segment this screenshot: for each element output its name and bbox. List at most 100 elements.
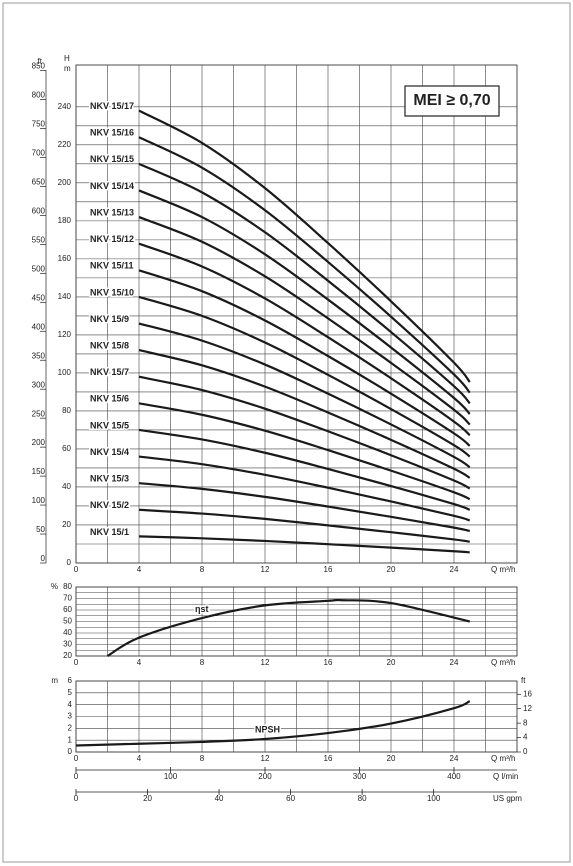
curve (138, 189, 471, 415)
curve (138, 322, 471, 469)
curve (138, 535, 470, 554)
x-tick-label: 20 (387, 565, 396, 574)
curve (138, 295, 471, 458)
y2-tick-label: 400 (32, 322, 46, 331)
y-tick-label: 70 (63, 594, 72, 603)
curve (138, 375, 471, 490)
y2-tick-label: 600 (32, 207, 46, 216)
x-tick-label: 8 (200, 658, 205, 667)
curve (75, 700, 471, 747)
curve (138, 455, 471, 522)
y-tick-label: 100 (58, 368, 72, 377)
y-tick-label: 40 (62, 482, 71, 491)
x-tick-label: 16 (324, 658, 333, 667)
extra-x-tick-label: 0 (74, 772, 79, 781)
x-tick-label: 4 (137, 658, 142, 667)
y-tick-label: 50 (63, 617, 72, 626)
extra-x-tick-label: 400 (447, 772, 461, 781)
x-tick-label: 20 (387, 658, 396, 667)
series-label: NKV 15/16 (90, 128, 134, 138)
y-axis-label: H (64, 54, 70, 63)
extra-x-tick-label: 100 (427, 794, 441, 803)
series-label: NKV 15/5 (90, 420, 129, 430)
curve (138, 216, 471, 426)
x-tick-label: 16 (324, 754, 333, 763)
series-label: NKV 15/6 (90, 394, 129, 404)
x-axis-label: Q m³/h (491, 658, 515, 667)
x-tick-label: 12 (261, 658, 270, 667)
extra-x-axis-label: US gpm (493, 794, 522, 803)
y2-tick-label: 8 (523, 718, 528, 727)
y-tick-label: 5 (68, 688, 73, 697)
y2-tick-label: 250 (32, 409, 46, 418)
extra-x-tick-label: 80 (358, 794, 367, 803)
y-tick-label: 0 (67, 558, 72, 567)
y-tick-label: 20 (62, 520, 71, 529)
curve (138, 402, 471, 501)
x-tick-label: 24 (450, 565, 459, 574)
curve (138, 136, 471, 394)
extra-x-tick-label: 300 (353, 772, 367, 781)
y2-tick-label: 12 (523, 704, 532, 713)
y2-tick-label: 650 (32, 178, 46, 187)
x-tick-label: 12 (261, 754, 270, 763)
y-tick-label: 80 (62, 406, 71, 415)
series-label: NKV 15/15 (90, 154, 134, 164)
x-tick-label: 0 (74, 658, 79, 667)
y-tick-label: 120 (58, 330, 72, 339)
y2-tick-label: 750 (32, 120, 46, 129)
x-tick-label: 16 (324, 565, 333, 574)
y-tick-label: 30 (63, 640, 72, 649)
y2-tick-label: 50 (36, 525, 45, 534)
extra-x-tick-label: 0 (74, 794, 79, 803)
y2-tick-label: 500 (32, 264, 46, 273)
y-tick-label: 3 (68, 712, 73, 721)
y2-tick-label: 150 (32, 467, 46, 476)
extra-x-axis-label: Q l/min (493, 772, 518, 781)
y-tick-label: 220 (58, 140, 72, 149)
curve (138, 242, 471, 437)
y2-tick-label: 0 (523, 747, 528, 756)
y2-tick-label: 200 (32, 438, 46, 447)
x-tick-label: 8 (200, 565, 205, 574)
extra-x-tick-label: 200 (258, 772, 272, 781)
annotation-box (404, 85, 500, 117)
y2-tick-label: 4 (523, 733, 528, 742)
y-tick-label: 40 (63, 628, 72, 637)
y-tick-label: 180 (58, 216, 72, 225)
curve (106, 598, 471, 657)
y-tick-label: 20 (63, 651, 72, 660)
x-tick-label: 4 (137, 565, 142, 574)
y2-tick-label: 100 (32, 496, 46, 505)
series-label: NPSH (255, 724, 280, 734)
y-axis-label: % (51, 582, 58, 591)
x-tick-label: 24 (450, 658, 459, 667)
series-label: NKV 15/10 (90, 287, 134, 297)
curve (138, 482, 470, 533)
x-tick-label: 20 (387, 754, 396, 763)
y-tick-label: 1 (68, 735, 73, 744)
y-tick-label: 80 (63, 582, 72, 591)
extra-x-tick-label: 40 (215, 794, 224, 803)
x-tick-label: 12 (261, 565, 270, 574)
curve (138, 162, 471, 405)
y-tick-label: 4 (68, 700, 73, 709)
series-label: NKV 15/14 (90, 181, 134, 191)
y-axis-label: m (51, 676, 58, 685)
annotation: MEI ≥ 0,70 (413, 92, 490, 109)
series-label: NKV 15/1 (90, 527, 129, 537)
y2-tick-label: 450 (32, 293, 46, 302)
x-axis-label: Q m³/h (491, 565, 515, 574)
x-tick-label: 8 (200, 754, 205, 763)
y2-tick-label: 300 (32, 380, 46, 389)
series-label: NKV 15/3 (90, 474, 129, 484)
y2-tick-label: 350 (32, 351, 46, 360)
curve (138, 349, 471, 479)
y2-tick-label: 800 (32, 91, 46, 100)
series-label: NKV 15/12 (90, 234, 134, 244)
series-label: NKV 15/7 (90, 367, 129, 377)
x-axis-label: Q m³/h (491, 754, 515, 763)
series-label: NKV 15/13 (90, 207, 134, 217)
